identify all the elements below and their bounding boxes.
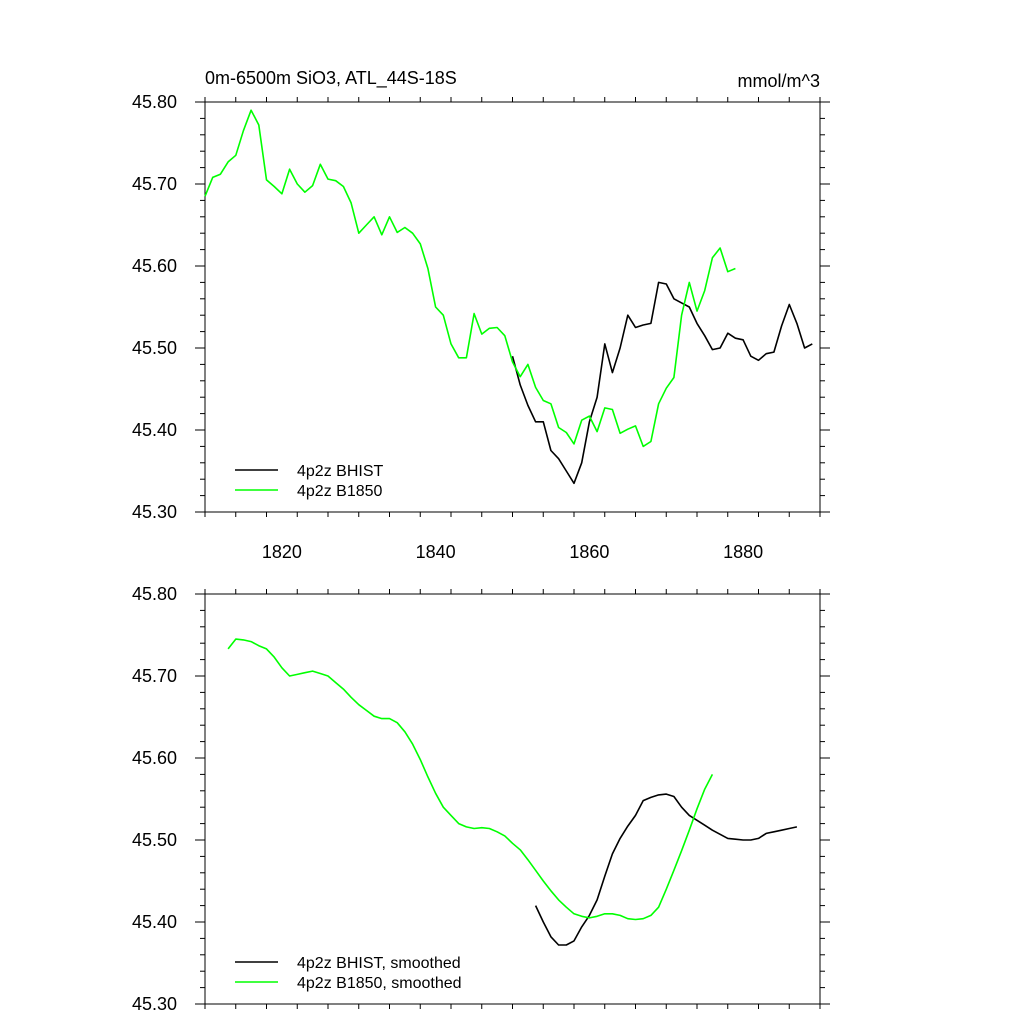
legend-label-b1850-smoothed: 4p2z B1850, smoothed	[297, 975, 462, 992]
y-tick-label: 45.40	[132, 420, 177, 440]
x-tick-labels: 1820 1840 1860 1880	[262, 542, 763, 562]
series-layer	[227, 638, 798, 946]
y-tick-label: 45.80	[132, 584, 177, 604]
y-tick-label: 45.60	[132, 748, 177, 768]
y-tick-label: 45.30	[132, 502, 177, 522]
x-tick-label: 1820	[262, 542, 302, 562]
units-label: mmol/m^3	[738, 71, 820, 91]
top-panel: 0m-6500m SiO3, ATL_44S-18S mmol/m^3 45.3…	[132, 68, 830, 562]
legend: 4p2z BHIST, smoothed 4p2z B1850, smoothe…	[235, 955, 462, 992]
y-tick-label: 45.70	[132, 174, 177, 194]
legend-label-b1850: 4p2z B1850	[297, 483, 383, 500]
y-tick-label: 45.30	[132, 994, 177, 1014]
tick-marks	[195, 589, 830, 1009]
legend-label-bhist: 4p2z BHIST	[297, 463, 383, 480]
y-tick-labels: 45.30 45.40 45.50 45.60 45.70 45.80	[132, 584, 177, 1014]
series-line-4p2z-bhist-smoothed	[534, 793, 798, 946]
legend-label-bhist-smoothed: 4p2z BHIST, smoothed	[297, 955, 461, 972]
legend: 4p2z BHIST 4p2z B1850	[235, 463, 383, 500]
chart-title: 0m-6500m SiO3, ATL_44S-18S	[205, 68, 457, 89]
y-tick-label: 45.80	[132, 92, 177, 112]
plot-frame	[204, 101, 821, 513]
series-line-4p2z-b1850	[204, 109, 736, 448]
y-tick-label: 45.70	[132, 666, 177, 686]
tick-marks	[195, 97, 830, 517]
series-line-4p2z-bhist	[511, 281, 813, 485]
y-tick-label: 45.50	[132, 830, 177, 850]
y-tick-label: 45.60	[132, 256, 177, 276]
x-tick-label: 1880	[723, 542, 763, 562]
y-tick-label: 45.50	[132, 338, 177, 358]
series-layer	[204, 109, 813, 485]
x-tick-label: 1840	[416, 542, 456, 562]
x-tick-label: 1860	[569, 542, 609, 562]
plot-frame	[204, 593, 821, 1005]
bottom-panel: 45.30 45.40 45.50 45.60 45.70 45.80 4p2z BHIS…	[132, 584, 830, 1014]
series-line-4p2z-b1850-smoothed	[227, 638, 714, 921]
y-tick-labels: 45.30 45.40 45.50 45.60 45.70 45.80	[132, 92, 177, 522]
y-tick-label: 45.40	[132, 912, 177, 932]
